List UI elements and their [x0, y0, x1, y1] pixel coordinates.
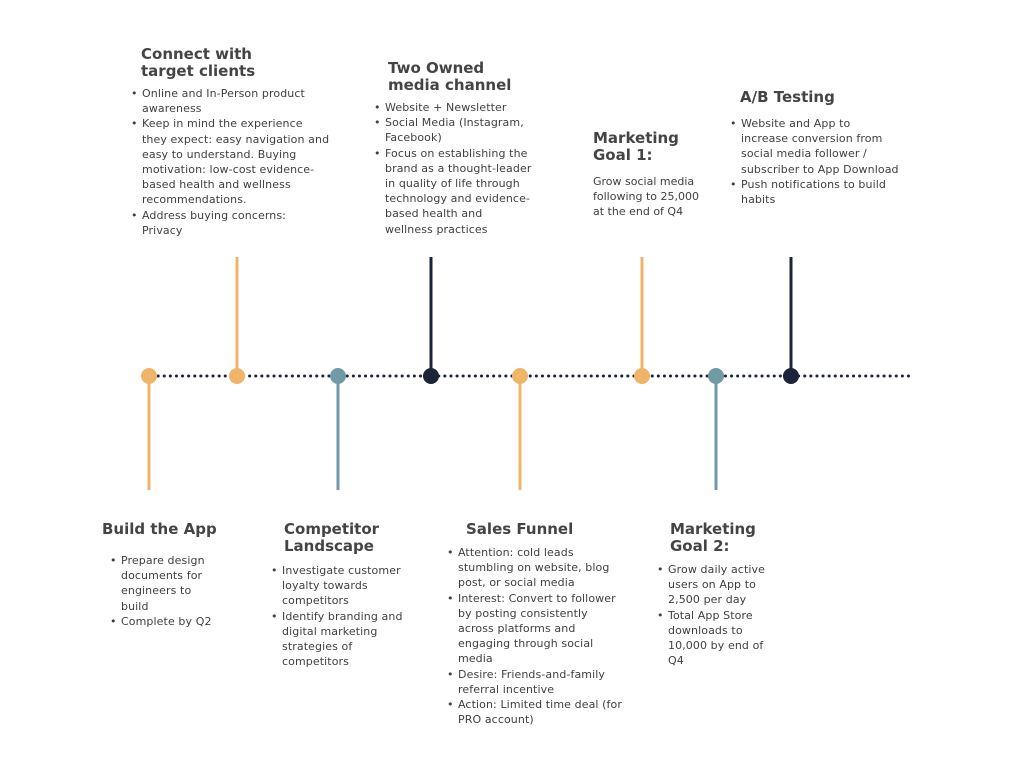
milestone-title-line-2: Goal 1: — [593, 146, 653, 164]
milestone-bullet-list: Attention: cold leads stumbling on websi… — [446, 545, 626, 727]
bullet-item: Website and App to increase conversion f… — [730, 116, 899, 177]
milestone-competitor-landscape: Competitor Landscape Investigate custome… — [270, 521, 410, 669]
milestone-title-line-1: Two Owned — [388, 59, 485, 77]
node-owned-media-channel — [423, 368, 439, 384]
node-competitor-landscape — [330, 368, 346, 384]
milestone-title: Build the App — [102, 521, 242, 538]
milestone-title: Sales Funnel — [446, 521, 626, 538]
node-marketing-goal-2 — [708, 368, 724, 384]
milestone-bullet-list: Website and App to increase conversion f… — [729, 116, 899, 207]
milestone-title-line-1: Build the App — [102, 520, 217, 538]
milestone-title: Connect with target clients — [130, 46, 330, 80]
bullet-item: Investigate customer loyalty towards com… — [271, 563, 410, 609]
node-sales-funnel — [512, 368, 528, 384]
bullet-item: Desire: Friends-and-family referral ince… — [447, 667, 626, 697]
milestone-title-line-1: A/B Testing — [740, 88, 835, 106]
milestone-title: Competitor Landscape — [270, 521, 410, 555]
bullet-item: Interest: Convert to follower by posting… — [447, 591, 626, 667]
milestone-title-line-1: Marketing — [593, 129, 679, 147]
milestone-bullet-list: Online and In-Person product awareness K… — [130, 86, 330, 238]
bullet-item: Social Media (Instagram, Facebook) — [374, 115, 533, 145]
bullet-item: Identify branding and digital marketing … — [271, 609, 410, 670]
milestone-title-line-1: Sales Funnel — [466, 520, 574, 538]
node-connect-target-clients — [229, 368, 245, 384]
bullet-item: Prepare design documents for engineers t… — [110, 553, 221, 614]
milestone-ab-testing: A/B Testing Website and App to increase … — [729, 89, 899, 207]
bullet-item: Online and In-Person product awareness — [131, 86, 330, 116]
milestone-title: Two Owned media channel — [373, 60, 533, 94]
milestone-bullet-list: Grow daily active users on App to 2,500 … — [656, 562, 776, 668]
milestone-connect-target-clients: Connect with target clients Online and I… — [130, 46, 330, 238]
milestone-marketing-goal-1: Marketing Goal 1: Grow social media foll… — [593, 130, 703, 220]
milestone-title-line-2: media channel — [388, 76, 512, 94]
bullet-item: Attention: cold leads stumbling on websi… — [447, 545, 626, 591]
milestone-title-line-2: Goal 2: — [670, 537, 730, 555]
bullet-item: Push notifications to build habits — [730, 177, 899, 207]
milestone-title-line-2: Landscape — [284, 537, 374, 555]
bullet-item: Keep in mind the experience they expect:… — [131, 116, 330, 207]
node-ab-testing — [783, 368, 799, 384]
milestone-title-line-1: Marketing — [670, 520, 756, 538]
milestone-description: Grow social media following to 25,000 at… — [593, 175, 699, 219]
node-build-the-app — [141, 368, 157, 384]
bullet-item: Total App Store downloads to 10,000 by e… — [657, 608, 776, 669]
milestone-owned-media-channel: Two Owned media channel Website + Newsle… — [373, 60, 533, 237]
milestone-title: Marketing Goal 2: — [656, 521, 776, 555]
milestone-marketing-goal-2: Marketing Goal 2: Grow daily active user… — [656, 521, 776, 668]
milestone-title-line-1: Competitor — [284, 520, 380, 538]
milestone-sales-funnel: Sales Funnel Attention: cold leads stumb… — [446, 521, 626, 727]
bullet-item: Focus on establishing the brand as a tho… — [374, 146, 533, 237]
bullet-item: Complete by Q2 — [110, 614, 221, 629]
bullet-item: Grow daily active users on App to 2,500 … — [657, 562, 776, 608]
milestone-title-line-1: Connect with — [141, 45, 252, 63]
milestone-build-the-app: Build the App Prepare design documents f… — [102, 521, 242, 630]
node-marketing-goal-1 — [634, 368, 650, 384]
bullet-item: Address buying concerns: Privacy — [131, 208, 330, 238]
bullet-item: Website + Newsletter — [374, 100, 533, 115]
milestone-title: A/B Testing — [729, 89, 899, 106]
milestone-bullet-list: Website + Newsletter Social Media (Insta… — [373, 100, 533, 237]
milestone-title-line-2: target clients — [141, 62, 256, 80]
milestone-bullet-list: Investigate customer loyalty towards com… — [270, 563, 410, 669]
milestone-title: Marketing Goal 1: — [593, 130, 703, 164]
milestone-bullet-list: Prepare design documents for engineers t… — [102, 553, 221, 629]
bullet-item: Action: Limited time deal (for PRO accou… — [447, 697, 626, 727]
